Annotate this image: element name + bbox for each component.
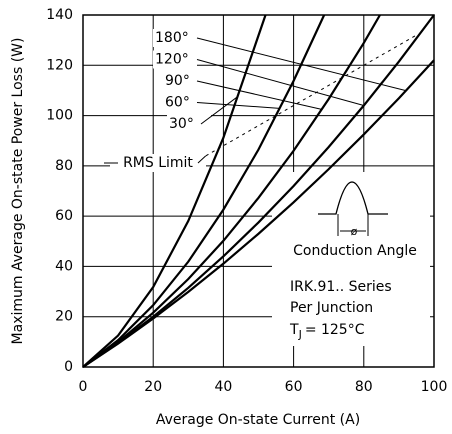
x-tick-label: 60 xyxy=(285,379,303,395)
note: IRK.91.. Series xyxy=(290,279,392,295)
junction-temp-text: = 125°C xyxy=(305,322,365,338)
label-bg xyxy=(163,72,207,90)
leader-line xyxy=(196,59,364,106)
rms-tick xyxy=(197,155,207,164)
y-tick-label: 40 xyxy=(55,258,73,274)
junction-temp: TJ = 125°C xyxy=(289,322,365,341)
series-line xyxy=(82,14,435,368)
inset-box xyxy=(272,172,430,346)
rms-label-bg xyxy=(110,154,206,172)
leader-line xyxy=(196,102,280,109)
junction-temp-subscript: J xyxy=(298,328,302,341)
y-tick-label: 80 xyxy=(55,158,73,174)
leader-line xyxy=(200,96,238,125)
note: Per Junction xyxy=(290,300,373,316)
series-label: 60° xyxy=(165,95,190,111)
label-bg xyxy=(153,29,197,47)
x-axis-label: Average On-state Current (A) xyxy=(156,412,360,428)
y-axis-label: Maximum Average On-state Power Loss (W) xyxy=(10,38,26,345)
label-bg xyxy=(163,93,207,112)
leader-line xyxy=(196,80,322,110)
series-label: 90° xyxy=(165,73,190,89)
x-tick-label: 40 xyxy=(214,379,232,395)
rms-limit-line xyxy=(205,34,417,157)
x-tick-label: 80 xyxy=(355,379,373,395)
x-tick-label: 100 xyxy=(421,379,448,395)
series-label: 30° xyxy=(169,116,194,132)
label-bg xyxy=(153,50,197,69)
angle-symbol: ø xyxy=(351,225,358,238)
series-label: 180° xyxy=(155,30,189,46)
label-bg xyxy=(167,115,211,133)
rms-label: RMS Limit xyxy=(123,155,193,171)
y-tick-label: 140 xyxy=(46,7,73,23)
plot-frame xyxy=(82,14,435,368)
series-line xyxy=(82,14,326,368)
junction-temp-symbol: T xyxy=(289,322,299,338)
pulse-icon xyxy=(318,181,388,215)
series-line xyxy=(82,14,267,368)
y-tick-label: 60 xyxy=(55,208,73,224)
series-line xyxy=(82,14,381,368)
x-tick-label: 20 xyxy=(144,379,162,395)
y-tick-label: 100 xyxy=(46,108,73,124)
inset-caption: Conduction Angle xyxy=(293,243,417,259)
y-tick-label: 120 xyxy=(46,57,73,73)
y-tick-label: 0 xyxy=(64,359,73,375)
series-label: 120° xyxy=(155,52,189,68)
x-tick-label: 0 xyxy=(79,379,88,395)
y-tick-label: 20 xyxy=(55,309,73,325)
